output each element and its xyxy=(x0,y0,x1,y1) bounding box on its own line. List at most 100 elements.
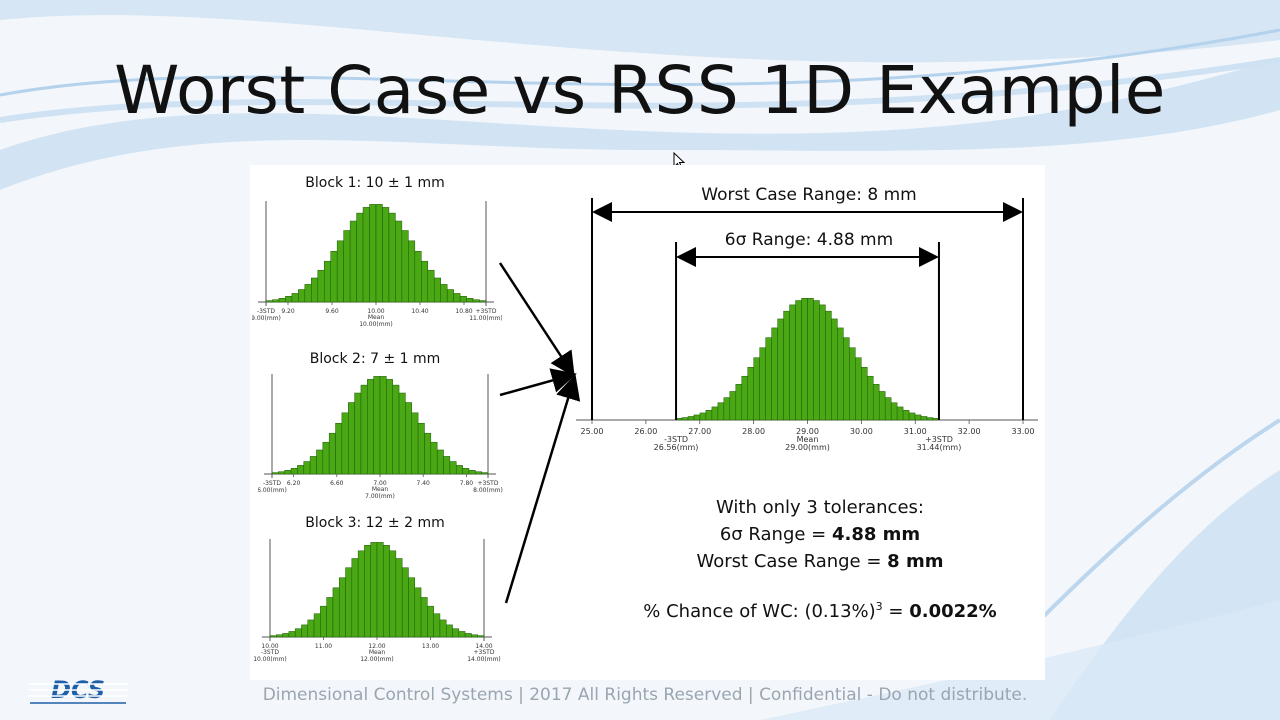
tick-label: 9.60 xyxy=(325,308,339,315)
mean-label: Mean xyxy=(369,649,386,656)
histogram-bar xyxy=(417,422,425,475)
histogram-bar xyxy=(316,449,324,475)
mean-tick-label: 12.00 xyxy=(368,643,385,650)
tick-label: 27.00 xyxy=(688,427,711,436)
tick-label: 6.20 xyxy=(287,480,301,487)
histogram-bar xyxy=(269,635,277,638)
mean-value: 12.00(mm) xyxy=(360,656,394,663)
histogram-bar xyxy=(284,470,292,475)
histogram-bar xyxy=(471,634,478,638)
tick-label: 25.00 xyxy=(581,427,604,436)
histogram-bar xyxy=(747,367,754,421)
histogram-bar xyxy=(332,587,340,638)
histogram-bar xyxy=(298,289,306,303)
tick-label: 7.80 xyxy=(460,480,474,487)
histogram-bar xyxy=(317,269,325,303)
histogram-bar xyxy=(303,461,311,475)
histogram-bar xyxy=(311,277,319,303)
histogram-bar xyxy=(783,310,790,421)
histogram-bar xyxy=(309,456,317,475)
histogram-bar xyxy=(427,605,434,638)
tick-label: 10.80 xyxy=(455,308,472,315)
histogram-bar xyxy=(414,587,422,638)
dcs-logo: DCS xyxy=(28,676,128,704)
summary-line-2: 6σ Range = 4.88 mm xyxy=(719,524,921,545)
histogram-bar xyxy=(472,299,480,303)
histogram-bar xyxy=(439,619,447,638)
histogram-bar xyxy=(459,296,467,303)
mean-label: Mean xyxy=(368,314,385,321)
histogram-bar xyxy=(375,204,383,303)
histogram-bar xyxy=(902,410,910,421)
minus-3std-label: -3STD xyxy=(261,649,279,656)
plus-3std-value: 8.00(mm) xyxy=(473,487,503,494)
arrow-block-3 xyxy=(504,374,581,604)
histogram-bar xyxy=(411,412,419,475)
histogram-bar xyxy=(765,337,772,421)
histogram-bar xyxy=(347,402,355,475)
histogram-bar xyxy=(388,212,396,303)
minus-3std-label: -3STD xyxy=(664,435,688,444)
histogram-bar xyxy=(326,597,334,638)
histogram-bar xyxy=(297,465,305,475)
minus-3std-value: 26.56(mm) xyxy=(654,443,699,452)
chance-value: 0.0022% xyxy=(909,601,997,622)
minus-3std-label: -3STD xyxy=(257,308,275,315)
histogram-bar xyxy=(878,391,886,421)
histogram-bar xyxy=(908,412,916,421)
histogram-bar xyxy=(453,293,461,303)
histogram-bar xyxy=(401,567,409,638)
tick-label: 7.40 xyxy=(417,480,431,487)
chance-of-worst-case: % Chance of WC: (0.13%)3 = 0.0022% xyxy=(643,600,997,622)
histogram-bar xyxy=(711,406,719,421)
histogram-bar xyxy=(322,441,330,475)
mean-tick-label: 7.00 xyxy=(373,480,387,487)
histogram-bar xyxy=(290,468,298,475)
histogram-bar xyxy=(427,269,435,303)
histogram-bar xyxy=(449,461,457,475)
histogram-bar xyxy=(455,465,463,475)
histogram-bar xyxy=(408,240,416,303)
histogram-bar xyxy=(464,633,472,638)
mean-value: 10.00(mm) xyxy=(359,321,393,328)
tick-label: 11.00 xyxy=(315,643,332,650)
mean-value: 29.00(mm) xyxy=(785,443,830,452)
plus-3std-label: +3STD xyxy=(925,435,953,444)
histogram-bar xyxy=(424,432,432,475)
tick-label: 10.40 xyxy=(411,308,428,315)
block-2-title: Block 2: 7 ± 1 mm xyxy=(309,351,441,367)
minus-3std-value: 6.00(mm) xyxy=(258,487,287,494)
histogram-bar xyxy=(462,468,470,475)
histogram-bar xyxy=(278,471,285,475)
histogram-bar xyxy=(360,384,368,475)
tick-label: 28.00 xyxy=(742,427,765,436)
histogram-bar xyxy=(351,558,359,638)
histogram-bar xyxy=(276,634,283,638)
histogram-bar xyxy=(861,367,868,421)
tick-label: 33.00 xyxy=(1012,427,1035,436)
histogram-bar xyxy=(362,207,370,303)
histogram-bar xyxy=(753,357,760,421)
histogram-bar xyxy=(681,417,689,421)
tick-label: 29.00 xyxy=(796,427,819,436)
histogram-bar xyxy=(341,412,349,475)
histogram-bar xyxy=(741,375,748,421)
histogram-bar xyxy=(392,384,400,475)
summary-line-3: Worst Case Range = 8 mm xyxy=(696,551,944,572)
histogram-bar xyxy=(855,357,862,421)
histogram-bar xyxy=(307,619,315,638)
plus-3std-label: +3STD xyxy=(478,480,499,487)
histogram-bar xyxy=(282,633,290,638)
histogram-bar xyxy=(294,628,302,638)
histogram-bar xyxy=(867,375,874,421)
histogram-bar xyxy=(801,298,808,421)
histogram-bar xyxy=(278,298,286,303)
result-histogram: 25.00 26.00 27.00 28.00 29.00 30.00 31.00 32.00… xyxy=(576,198,1038,452)
six-sigma-range-label: 6σ Range: 4.88 mm xyxy=(715,230,903,250)
minus-3std-value: 9.00(mm) xyxy=(252,315,281,322)
histogram-bar xyxy=(395,558,403,638)
histogram-bar xyxy=(440,284,448,303)
histogram-bar xyxy=(291,293,299,303)
